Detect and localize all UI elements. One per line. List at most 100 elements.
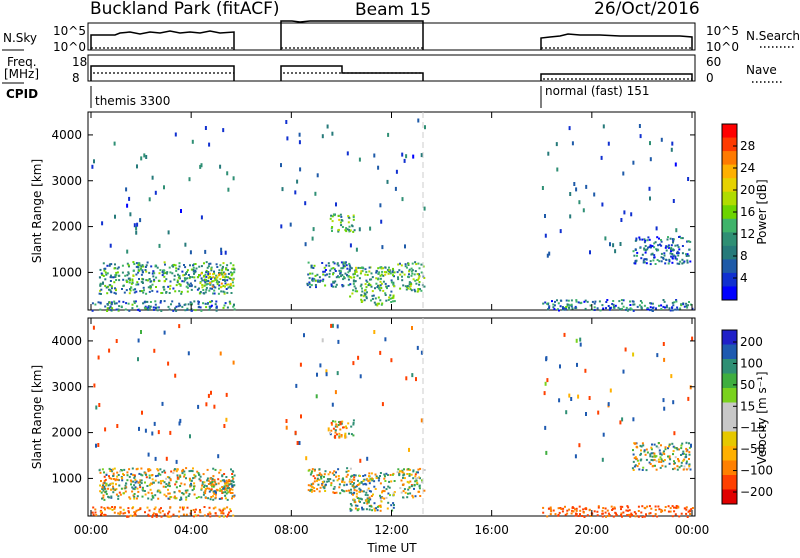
scatter-point	[110, 301, 113, 304]
scatter-point	[340, 435, 343, 438]
scatter-point	[221, 273, 224, 276]
scatter-point	[181, 470, 184, 473]
scatter-point	[135, 273, 138, 276]
scatter-point	[354, 290, 357, 293]
scatter-point	[639, 453, 642, 456]
scatter-point	[655, 455, 658, 458]
scatter-point	[619, 242, 622, 246]
scatter-point	[327, 473, 330, 476]
scatter-point	[134, 512, 137, 515]
scatter-point	[423, 469, 426, 471]
scatter-point	[91, 164, 94, 169]
scatter-point	[575, 300, 578, 303]
scatter-point	[226, 482, 229, 485]
scatter-point	[342, 478, 345, 481]
scatter-point	[332, 267, 335, 269]
scatter-point	[113, 291, 116, 294]
scatter-point	[189, 479, 191, 482]
colorbar-tick-label: 20	[740, 183, 755, 197]
scatter-point	[133, 474, 136, 477]
scatter-point	[373, 330, 376, 334]
scatter-point	[662, 305, 665, 308]
scatter-point	[597, 410, 600, 415]
scatter-point	[316, 173, 319, 178]
colorbar-swatch	[722, 460, 737, 476]
scatter-point	[215, 491, 217, 494]
scatter-point	[199, 306, 202, 309]
scatter-point	[410, 267, 413, 270]
scatter-point	[412, 469, 415, 472]
colorbar-tick-label: 12	[740, 227, 755, 241]
scatter-point	[170, 303, 172, 306]
scatter-point	[110, 309, 113, 311]
scatter-point	[320, 477, 323, 480]
scatter-point	[660, 304, 663, 307]
scatter-point	[676, 306, 679, 309]
scatter-point	[308, 277, 311, 280]
scatter-point	[685, 453, 688, 456]
scatter-point	[148, 290, 151, 293]
colorbar-swatch	[722, 137, 737, 152]
scatter-point	[110, 302, 113, 305]
scatter-point	[188, 470, 191, 473]
scatter-point	[169, 515, 172, 518]
scatter-point	[365, 295, 368, 298]
scatter-point	[370, 490, 372, 493]
scatter-point	[675, 300, 678, 303]
scatter-point	[231, 473, 234, 475]
scatter-point	[165, 495, 168, 498]
scatter-point	[399, 273, 402, 276]
scatter-point	[608, 308, 611, 311]
scatter-point	[313, 469, 316, 472]
scatter-point	[546, 302, 549, 305]
freq-panel: Freq. [MHz] 18 8 60 0 Nave	[2, 54, 782, 85]
scatter-point	[131, 279, 134, 282]
scatter-point	[187, 274, 190, 276]
scatter-point	[651, 302, 654, 305]
scatter-point	[92, 325, 95, 330]
scatter-point	[392, 300, 395, 303]
scatter-point	[350, 509, 353, 512]
scatter-point	[673, 467, 676, 470]
scatter-point	[145, 270, 148, 273]
scatter-point	[574, 514, 577, 517]
scatter-point	[665, 306, 668, 309]
scatter-point	[128, 265, 130, 268]
scatter-point	[582, 511, 585, 514]
scatter-point	[153, 272, 156, 275]
scatter-point	[146, 300, 149, 303]
scatter-point	[550, 510, 553, 513]
scatter-point	[668, 462, 671, 465]
scatter-point	[328, 264, 331, 267]
scatter-point	[671, 515, 674, 518]
scatter-point	[311, 279, 314, 282]
scatter-point	[632, 352, 635, 357]
scatter-point	[375, 475, 378, 478]
scatter-point	[134, 486, 137, 489]
scatter-point	[339, 272, 342, 274]
scatter-point	[110, 263, 113, 266]
scatter-point	[144, 493, 147, 496]
scatter-point	[657, 442, 660, 444]
scatter-point	[126, 249, 129, 254]
scatter-point	[204, 249, 207, 254]
scatter-point	[638, 236, 641, 239]
scatter-point	[186, 506, 189, 509]
scatter-point	[173, 469, 176, 472]
scatter-point	[680, 464, 683, 467]
scatter-point	[640, 445, 643, 448]
scatter-point	[596, 510, 599, 513]
scatter-point	[294, 190, 297, 195]
scatter-point	[210, 390, 212, 395]
scatter-point	[216, 279, 219, 282]
scatter-point	[159, 301, 162, 304]
scatter-point	[420, 153, 423, 158]
scatter-point	[337, 468, 340, 471]
scatter-point	[281, 187, 284, 192]
scatter-point	[316, 477, 319, 480]
scatter-point	[666, 245, 669, 248]
scatter-point	[416, 481, 419, 484]
scatter-point	[619, 505, 622, 508]
scatter-point	[350, 425, 353, 428]
scatter-point	[227, 187, 230, 192]
